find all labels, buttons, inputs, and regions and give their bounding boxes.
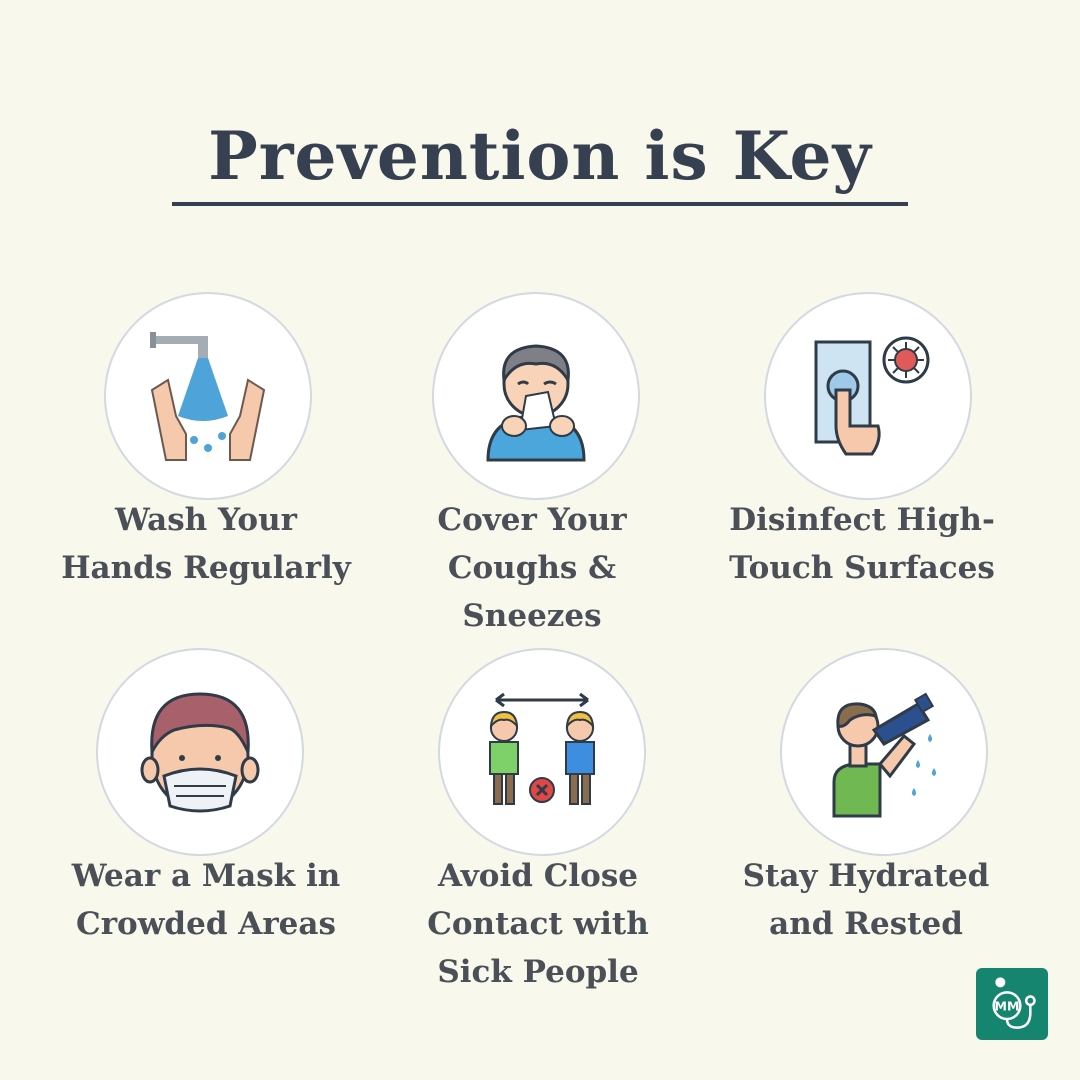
caption-line: Wash Your (115, 502, 297, 538)
tip-caption: Wash Your Hands Regularly (36, 496, 376, 592)
tip-caption: Cover Your Coughs & Sneezes (362, 496, 702, 640)
disinfect-surface-icon-circle (764, 292, 972, 500)
caption-line: Touch Surfaces (729, 550, 995, 586)
caption-line: Stay Hydrated (742, 858, 990, 894)
face-mask-icon-circle (96, 648, 304, 856)
caption-line: Wear a Mask in (71, 858, 341, 894)
hand-washing-icon (150, 332, 266, 461)
drinking-water-icon (832, 692, 936, 818)
caption-line: Crowded Areas (76, 906, 336, 942)
caption-line: and Rested (769, 906, 963, 942)
stethoscope-logo-icon: MM (992, 977, 1036, 1029)
caption-line: Disinfect High- (729, 502, 995, 538)
disinfect-surface-icon (814, 336, 930, 456)
page-title: Prevention is Key (208, 117, 872, 195)
tip-caption: Avoid Close Contact with Sick People (368, 852, 708, 996)
sneezing-child-icon-circle (432, 292, 640, 500)
social-distance-icon-circle (438, 648, 646, 856)
caption-line: Hands Regularly (61, 550, 351, 586)
caption-line: Cover Your (437, 502, 627, 538)
hand-washing-icon-circle (104, 292, 312, 500)
tip-caption: Disinfect High- Touch Surfaces (692, 496, 1032, 592)
logo-text: MM (995, 999, 1020, 1014)
caption-line: Sneezes (462, 598, 602, 634)
caption-line: Contact with (427, 906, 649, 942)
title-underline (172, 202, 908, 206)
tip-caption: Stay Hydrated and Rested (696, 852, 1036, 948)
tip-caption: Wear a Mask in Crowded Areas (36, 852, 376, 948)
caption-line: Coughs & (447, 550, 617, 586)
medical-logo-icon: MM (976, 968, 1048, 1040)
drinking-water-icon-circle (780, 648, 988, 856)
face-mask-icon (140, 692, 260, 813)
sneezing-child-icon (486, 344, 586, 462)
social-distance-icon (489, 692, 595, 805)
caption-line: Avoid Close (437, 858, 639, 894)
caption-line: Sick People (437, 954, 639, 990)
